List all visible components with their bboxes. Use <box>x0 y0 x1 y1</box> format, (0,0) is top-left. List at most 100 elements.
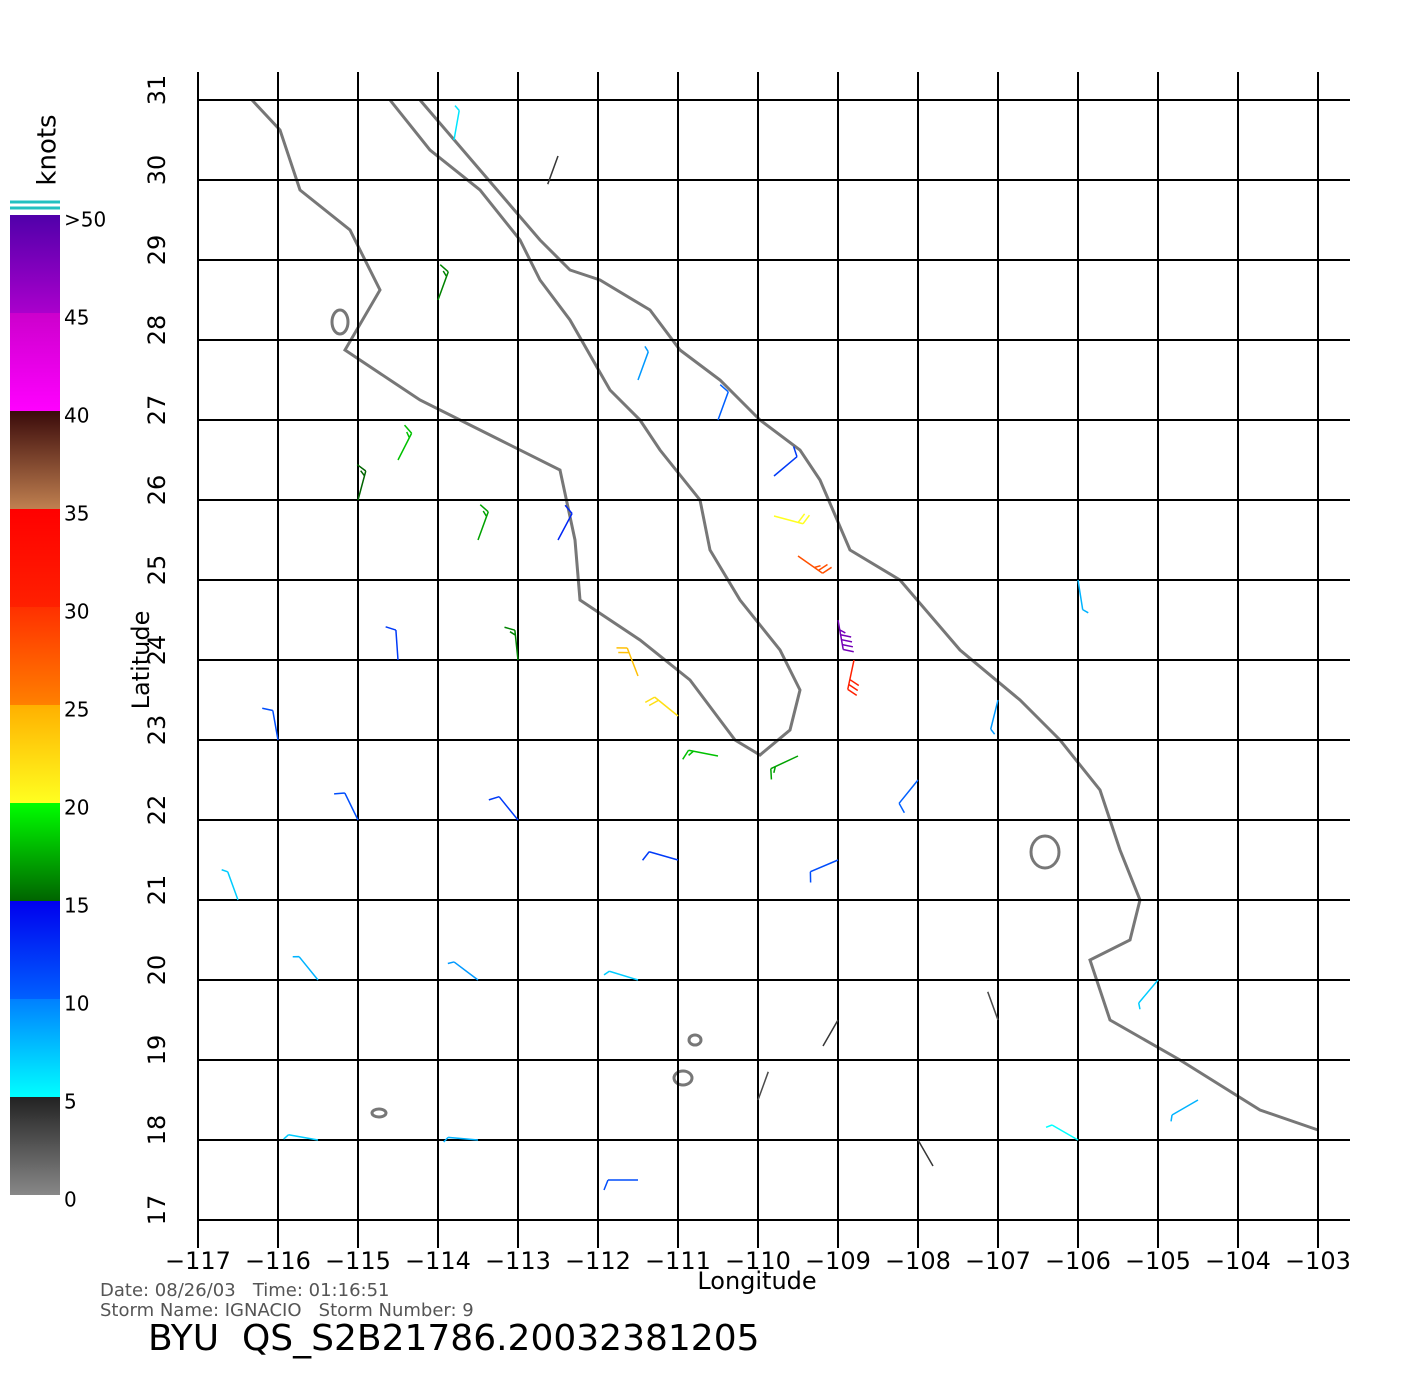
x-tick-label: −103 <box>1285 1247 1351 1275</box>
wind-barb <box>847 659 860 696</box>
x-tick-label: −115 <box>325 1247 391 1275</box>
wind-barb <box>477 504 489 541</box>
y-tick-label: 17 <box>143 1195 171 1226</box>
wind-barb <box>547 155 559 185</box>
y-tick-label: 23 <box>143 715 171 746</box>
wind-barb <box>637 345 649 381</box>
colorbar-tick-label: 25 <box>64 698 89 722</box>
wind-barb <box>757 1071 769 1101</box>
wind-barb <box>504 626 519 661</box>
colorbar-band <box>10 509 60 607</box>
y-tick-label: 18 <box>143 1115 171 1146</box>
wind-barb <box>990 699 999 735</box>
wind-barb <box>773 446 798 477</box>
colorbar-tick-label: 40 <box>64 404 89 428</box>
y-tick-label: 26 <box>143 475 171 506</box>
colorbar-band <box>10 901 60 999</box>
wind-barb <box>809 859 839 883</box>
colorbar-band <box>10 803 60 901</box>
wind-barb <box>822 1019 839 1047</box>
x-tick-label: −117 <box>165 1247 231 1275</box>
mainland-coast <box>418 99 1319 1132</box>
colorbar-label: knots <box>33 114 63 185</box>
colorbar-band <box>10 215 60 313</box>
island <box>687 1033 703 1047</box>
colorbar-tick-label: 45 <box>64 306 89 330</box>
wind-barb <box>221 869 239 901</box>
wind-barb <box>443 1136 479 1143</box>
colorbar-tick-label: 35 <box>64 502 89 526</box>
wind-barb <box>644 696 679 717</box>
wind-barb <box>292 955 319 981</box>
y-tick-label: 19 <box>143 1035 171 1066</box>
colorbar-tick-label: 5 <box>64 1090 77 1114</box>
x-axis-label: Longitude <box>697 1267 816 1295</box>
colorbar-band <box>10 1097 60 1195</box>
y-tick-label: 27 <box>143 395 171 426</box>
y-tick-label: 21 <box>143 875 171 906</box>
wind-barb <box>334 792 359 821</box>
wind-barb <box>898 779 919 814</box>
island <box>330 308 350 336</box>
colorbar-tick-label: 15 <box>64 894 89 918</box>
island <box>1029 834 1061 870</box>
x-tick-label: −109 <box>805 1247 871 1275</box>
x-tick-label: −107 <box>965 1247 1031 1275</box>
y-tick-label: 29 <box>143 235 171 266</box>
x-tick-label: −106 <box>1045 1247 1111 1275</box>
colorbar-band <box>10 607 60 705</box>
wind-barb <box>397 424 413 461</box>
x-tick-label: −116 <box>245 1247 311 1275</box>
wind-barb <box>917 1139 934 1167</box>
wind-barb <box>488 795 519 821</box>
y-tick-label: 20 <box>143 955 171 986</box>
x-tick-label: −108 <box>885 1247 951 1275</box>
colorbar-band <box>10 313 60 411</box>
x-tick-label: −112 <box>565 1247 631 1275</box>
wind-barb <box>1170 1099 1199 1122</box>
wind-barb <box>682 749 719 760</box>
wind-barb <box>641 851 679 861</box>
x-tick-label: −105 <box>1125 1247 1191 1275</box>
y-tick-label: 24 <box>143 635 171 666</box>
x-tick-label: −111 <box>645 1247 711 1275</box>
wind-barb <box>1077 579 1089 614</box>
y-tick-label: 31 <box>143 75 171 106</box>
wind-barb <box>356 463 367 501</box>
wind-barb <box>837 619 854 653</box>
y-tick-label: 30 <box>143 155 171 186</box>
colorbar-tick-label: 30 <box>64 600 89 624</box>
wind-barb <box>557 504 573 541</box>
colorbar-tick-label: 10 <box>64 992 89 1016</box>
wind-barb <box>262 707 279 741</box>
wind-barb <box>717 384 729 421</box>
baja-coast <box>250 98 802 757</box>
wind-barb <box>1045 1124 1079 1141</box>
footer-id: BYU QS_S2B21786.20032381205 <box>148 1318 760 1359</box>
colorbar-tick-label: 20 <box>64 796 89 820</box>
colorbar-tick-label: >50 <box>64 208 106 232</box>
colorbar-band <box>10 999 60 1097</box>
y-tick-label: 25 <box>143 555 171 586</box>
x-tick-label: −114 <box>405 1247 471 1275</box>
wind-barb <box>283 1134 319 1141</box>
wind-barb <box>603 1179 638 1191</box>
x-tick-label: −113 <box>485 1247 551 1275</box>
wind-barb <box>385 626 399 661</box>
colorbar-tick-label: 0 <box>64 1188 77 1212</box>
wind-barb <box>987 991 999 1021</box>
wind-barb <box>770 755 799 780</box>
island <box>672 1069 694 1087</box>
footer-date: Date: 08/26/03 Time: 01:16:51 <box>100 1280 390 1301</box>
footer-storm: Storm Name: IGNACIO Storm Number: 9 <box>100 1300 474 1321</box>
wind-barb <box>1137 979 1159 1010</box>
x-tick-label: −104 <box>1205 1247 1271 1275</box>
y-tick-label: 22 <box>143 795 171 826</box>
wind-barb <box>797 555 832 574</box>
island <box>370 1107 388 1119</box>
wind-barb <box>603 970 639 981</box>
x-tick-label: −110 <box>725 1247 791 1275</box>
wind-barb <box>437 264 449 301</box>
